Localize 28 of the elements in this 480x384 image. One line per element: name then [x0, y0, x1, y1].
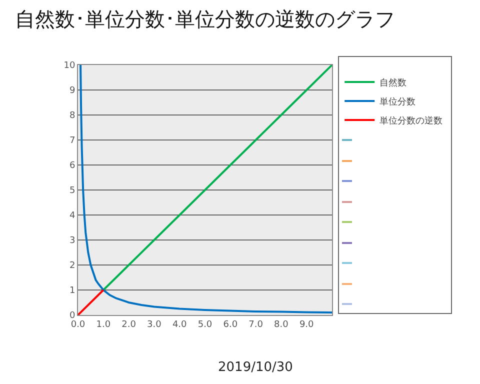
legend-label: 単位分数: [380, 96, 416, 108]
x-tick-label: 3.0: [147, 320, 162, 330]
y-tick-label: 6: [69, 161, 76, 172]
x-tick-label: 8.0: [274, 320, 289, 330]
y-tick-label: 2: [69, 261, 76, 272]
x-tick-label: 1.0: [96, 320, 111, 330]
y-tick-label: 5: [69, 186, 76, 196]
legend-label: 単位分数の逆数: [380, 116, 443, 127]
y-tick-label: 3: [69, 236, 76, 246]
x-tick-label: 4.0: [172, 320, 188, 330]
x-tick-label: 9.0: [299, 320, 314, 330]
x-tick-label: 2.0: [122, 320, 136, 330]
x-tick-label: 0.0: [70, 320, 86, 330]
chart-title: 自然数･単位分数･単位分数の逆数のグラフ: [15, 7, 395, 32]
y-tick-label: 4: [69, 211, 76, 222]
line-series: [102, 65, 332, 291]
y-tick-label: 1: [69, 286, 76, 296]
y-tick-label: 9: [69, 86, 76, 96]
text: 2019/10/30: [218, 360, 293, 375]
x-tick-label: 7.0: [248, 320, 264, 330]
line-series: [80, 65, 332, 314]
legend-label: 自然数: [380, 78, 407, 89]
y-tick-label: 0: [69, 311, 76, 322]
x-tick-label: 6.0: [223, 320, 238, 330]
y-tick-label: 7: [69, 136, 76, 146]
y-tick-label: 10: [64, 61, 76, 72]
y-tick-label: 8: [69, 111, 76, 122]
x-tick-label: 5.0: [198, 320, 212, 330]
